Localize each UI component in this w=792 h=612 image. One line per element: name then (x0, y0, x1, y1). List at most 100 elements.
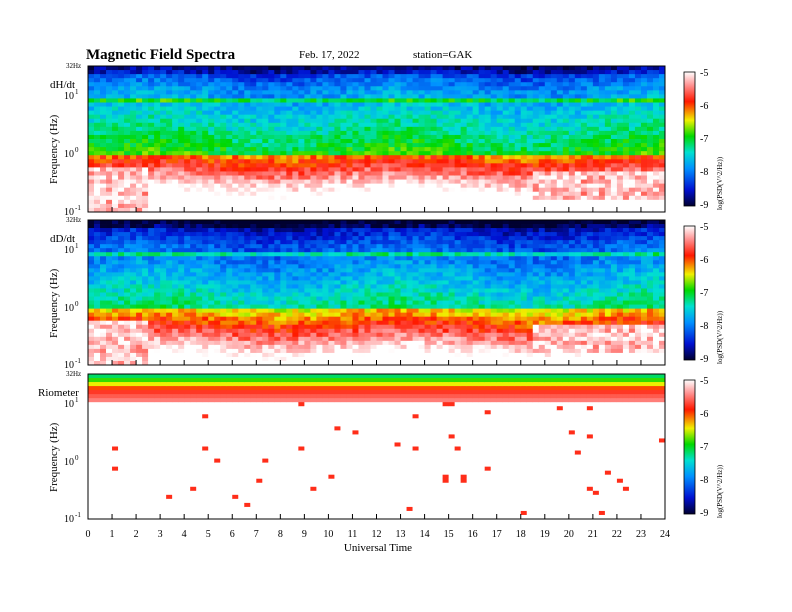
spectrogram-cell (352, 171, 359, 176)
spectrogram-cell (556, 167, 564, 172)
spectrogram-cell (562, 155, 570, 160)
spectrogram-cell (130, 312, 137, 318)
spectrogram-cell (184, 248, 191, 253)
spectrogram-cell (610, 147, 618, 152)
spectrogram-cell (256, 324, 263, 330)
spectrogram-cell (208, 244, 215, 249)
spectrogram-cell (352, 147, 359, 152)
spectrogram-cell (328, 114, 335, 120)
spectrogram-cell (136, 336, 143, 342)
spectrogram-cell (274, 288, 281, 293)
spectrogram-cell (106, 66, 113, 71)
spectrogram-cell (136, 312, 143, 318)
spectrogram-cell (124, 348, 131, 354)
spectrogram-cell (526, 134, 534, 140)
spectrogram-cell (202, 320, 209, 326)
spectrogram-cell (106, 340, 113, 346)
spectrogram-cell (316, 324, 323, 330)
spectrogram-cell (328, 175, 335, 180)
spectrogram-cell (124, 187, 131, 193)
spectrogram-cell (322, 316, 329, 322)
spectrogram-cell (304, 224, 311, 229)
spectrogram-cell (88, 175, 95, 180)
spectrogram-cell (160, 151, 167, 156)
spectrogram-cell (292, 288, 299, 293)
spectrogram-cell (658, 98, 666, 103)
spectrogram-cell (172, 296, 179, 301)
spectrogram-cell (160, 74, 167, 79)
spectrogram-cell (286, 130, 293, 136)
spectrogram-cell (190, 236, 197, 241)
spectrogram-cell (424, 118, 431, 124)
spectrogram-cell (508, 98, 516, 103)
spectrogram-cell (634, 134, 642, 140)
spectrogram-cell (202, 78, 209, 83)
spectrogram-cell (298, 163, 305, 168)
spectrogram-cell (220, 187, 227, 193)
spectrogram-cell (256, 224, 263, 229)
spectrogram-cell (292, 114, 299, 120)
spectrogram-cell (112, 159, 119, 164)
spectrogram-cell (112, 304, 119, 310)
spectrogram-cell (334, 139, 341, 144)
spectrogram-cell (148, 126, 155, 132)
spectrogram-cell (364, 159, 371, 164)
spectrogram-cell (406, 118, 413, 124)
spectrogram-cell (154, 191, 161, 197)
spectrogram-cell (496, 143, 504, 148)
spectrogram-cell (214, 130, 221, 136)
spectrogram-cell (454, 207, 462, 213)
spectrogram-cell (556, 126, 564, 132)
spectrogram-cell (514, 134, 522, 140)
spectrogram-cell (142, 167, 149, 172)
spectrogram-cell (220, 324, 227, 330)
spectrogram-cell (238, 102, 245, 107)
spectrogram-cell (268, 260, 275, 265)
spectrogram-cell (556, 110, 564, 116)
spectrogram-cell (274, 66, 281, 71)
spectrogram-cell (244, 228, 251, 233)
spectrogram-cell (304, 292, 311, 297)
spectrogram-cell (310, 336, 317, 342)
spectrogram-cell (208, 272, 215, 277)
spectrogram-cell (616, 134, 624, 140)
spectrogram-cell (202, 340, 209, 346)
spectrogram-cell (274, 292, 281, 297)
spectrogram-cell (598, 151, 606, 156)
spectrogram-cell (262, 312, 269, 318)
spectrogram-cell (190, 114, 197, 120)
spectrogram-cell (364, 114, 371, 120)
spectrogram-cell (178, 336, 185, 342)
spectrogram-cell (226, 90, 233, 95)
spectrogram-cell (316, 244, 323, 249)
spectrogram-cell (592, 98, 600, 103)
spectrogram-cell (640, 163, 648, 168)
spectrogram-cell (250, 300, 257, 305)
spectrogram-cell (484, 82, 492, 87)
spectrogram-cell (274, 106, 281, 112)
spectrogram-cell (178, 268, 185, 273)
spectrogram-cell (256, 344, 263, 350)
spectrogram-cell (280, 324, 287, 330)
spectrogram-cell (112, 163, 119, 168)
spectrogram-cell (124, 340, 131, 346)
spectrogram-cell (598, 102, 606, 107)
spectrogram-cell (406, 179, 413, 185)
spectrogram-cell (436, 175, 444, 180)
spectrogram-cell (94, 276, 101, 281)
spectrogram-cell (394, 155, 401, 160)
spectrogram-cell (184, 199, 191, 205)
spectrogram-cell (190, 264, 197, 269)
spectrogram-cell (322, 288, 329, 293)
spectrogram-cell (616, 159, 624, 164)
spectrogram-cell (292, 74, 299, 79)
spectrogram-cell (280, 316, 287, 322)
spectrogram-cell (178, 348, 185, 354)
spectrogram-cell (214, 228, 221, 233)
spectrogram-cell (172, 118, 179, 124)
spectrogram-cell (502, 163, 510, 168)
spectrogram-cell (148, 324, 155, 330)
spectrogram-cell (334, 151, 341, 156)
spectrogram-cell (148, 316, 155, 322)
